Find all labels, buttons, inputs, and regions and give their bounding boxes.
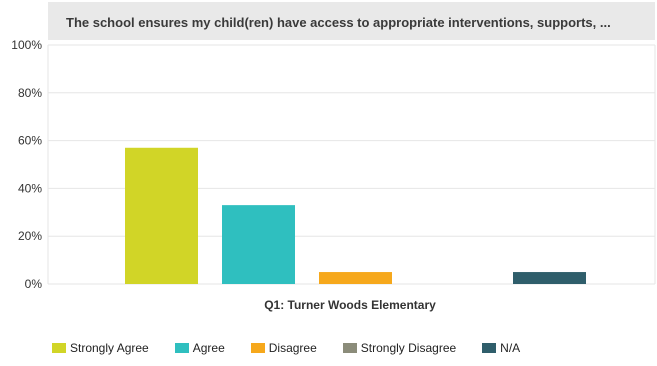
x-category-label: Q1: Turner Woods Elementary [264,298,436,312]
chart-title: The school ensures my child(ren) have ac… [66,15,611,30]
bar-n-a [513,272,586,284]
legend-swatch [342,343,357,353]
legend-swatch [174,343,189,353]
legend-label: Disagree [268,341,317,355]
bar-strongly-agree [125,147,198,284]
y-tick-label: 40% [18,181,42,195]
y-tick-label: 100% [11,38,42,52]
legend-label: Strongly Agree [70,341,149,355]
bar-disagree [319,272,392,284]
legend-label: Strongly Disagree [360,341,457,355]
y-tick-label: 60% [18,134,42,148]
legend-label: Agree [192,341,225,355]
bar-agree [222,205,295,284]
y-tick-label: 80% [18,86,42,100]
legend-label: N/A [500,341,521,355]
y-tick-label: 0% [25,277,43,291]
legend-item-strongly-disagree: Strongly Disagree [342,341,457,355]
chart-title-bar [48,2,655,40]
chart-legend: Strongly Agree Agree Disagree Strongly Disa… [52,340,546,356]
y-tick-label: 20% [18,229,42,243]
legend-item-strongly-agree: Strongly Agree [52,341,149,355]
legend-item-disagree: Disagree [250,341,317,355]
legend-item-n-a: N/A [482,341,520,355]
legend-swatch [250,343,265,353]
legend-swatch [482,343,497,353]
legend-item-agree: Agree [174,341,225,355]
legend-swatch [52,343,66,353]
